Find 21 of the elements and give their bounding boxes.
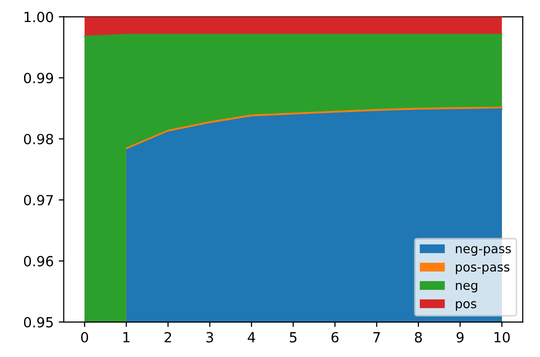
x-tick-label: 3 — [206, 332, 214, 342]
x-tick-label: 0 — [81, 332, 88, 342]
legend-label: neg — [456, 282, 478, 292]
x-tick-label: 4 — [248, 332, 256, 342]
y-tick-label: 0.96 — [24, 256, 54, 266]
x-tick-label: 7 — [373, 332, 380, 342]
x-tick-label: 1 — [123, 332, 130, 342]
x-tick-label: 9 — [456, 332, 464, 342]
x-tick-label: 2 — [164, 332, 172, 342]
y-tick-label: 0.98 — [24, 134, 54, 144]
x-tick-label: 5 — [290, 332, 296, 342]
x-tick-label: 8 — [414, 332, 422, 342]
x-tick-label: 6 — [332, 332, 338, 342]
legend-label: neg-pass — [456, 246, 511, 256]
legend-label: pos-pass — [456, 264, 510, 274]
legend-label: pos — [456, 301, 476, 311]
y-tick-label: 1.00 — [24, 12, 54, 22]
y-tick-label: 0.99 — [24, 72, 54, 84]
y-tick-label: 0.95 — [24, 316, 53, 328]
x-tick-label: 10 — [494, 332, 510, 342]
y-tick-label: 0.97 — [24, 194, 53, 206]
